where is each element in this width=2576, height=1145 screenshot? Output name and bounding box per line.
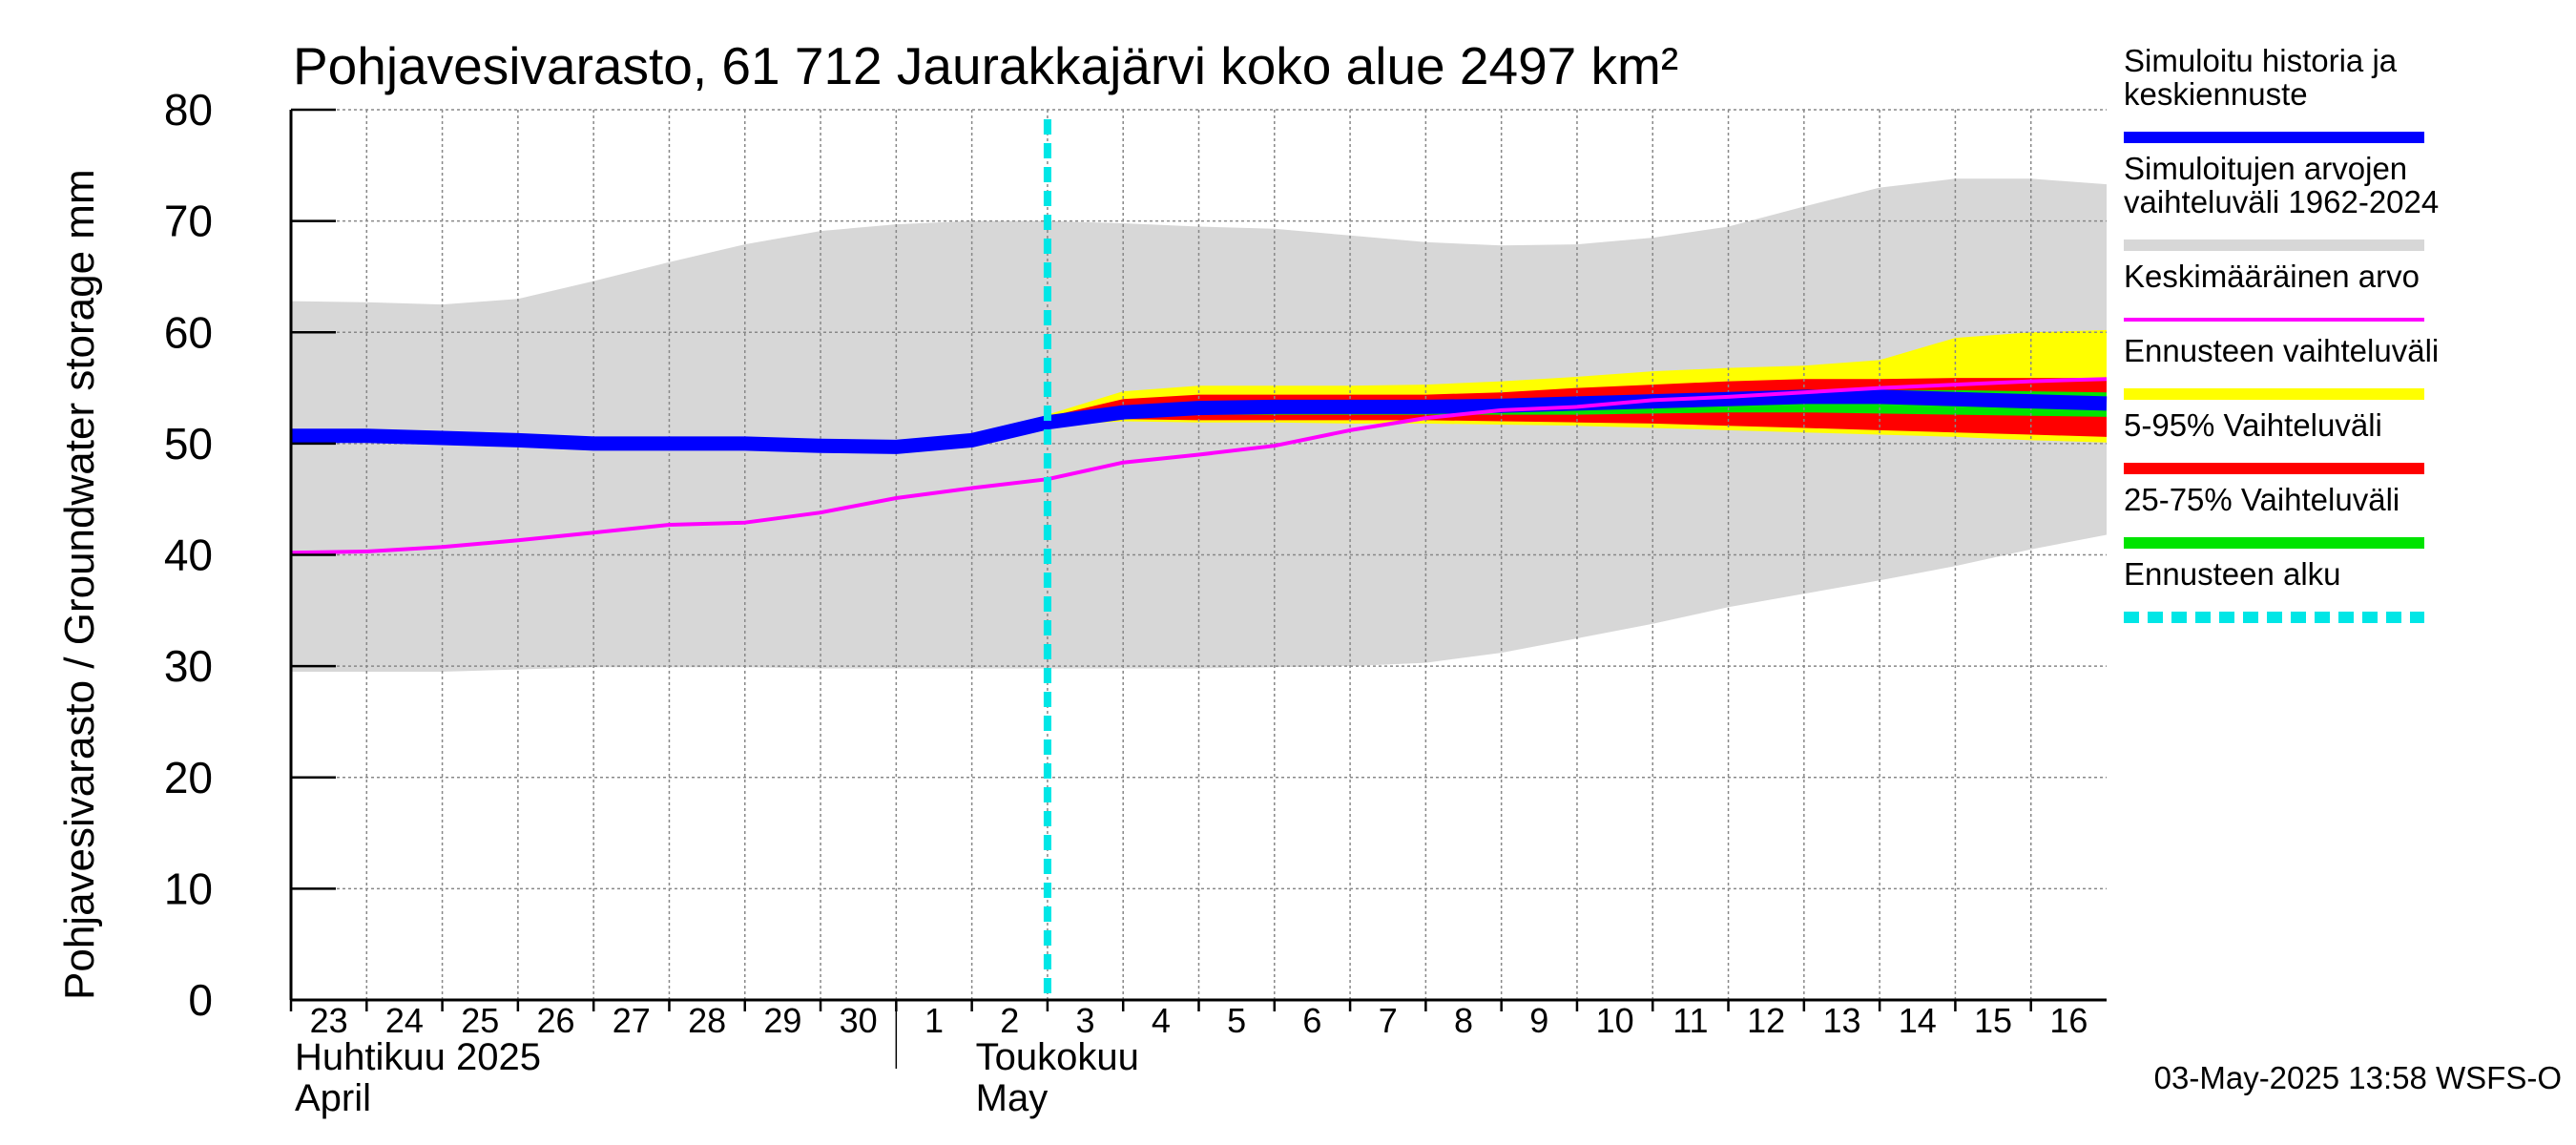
x-tick-label-25: 25	[461, 1001, 499, 1040]
legend-label-0-0: Simuloitu historia ja	[2124, 43, 2398, 78]
x-tick-label-30: 30	[840, 1001, 878, 1040]
x-tick-label-27: 27	[613, 1001, 651, 1040]
timestamp-label: 03-May-2025 13:58 WSFS-O	[2154, 1060, 2562, 1095]
legend-label-4-0: 5-95% Vaihteluväli	[2124, 407, 2382, 443]
y-tick-label-20: 20	[164, 753, 213, 802]
x-tick-label-10: 10	[1596, 1001, 1634, 1040]
month-label-april: Huhtikuu 2025	[295, 1036, 541, 1078]
y-tick-label-0: 0	[188, 975, 213, 1025]
y-tick-label-10: 10	[164, 864, 213, 913]
x-tick-label-29: 29	[763, 1001, 801, 1040]
x-tick-label-5: 5	[1227, 1001, 1246, 1040]
month-label-en-may: May	[976, 1077, 1049, 1119]
grid-lines	[291, 109, 2107, 1000]
x-tick-label-12: 12	[1747, 1001, 1785, 1040]
y-tick-label-30: 30	[164, 641, 213, 691]
y-tick-label-50: 50	[164, 419, 213, 468]
legend-label-3-0: Ennusteen vaihteluväli	[2124, 333, 2439, 368]
x-tick-label-11: 11	[1672, 1001, 1708, 1040]
x-tick-label-28: 28	[688, 1001, 726, 1040]
chart-title: Pohjavesivarasto, 61 712 Jaurakkajärvi k…	[293, 36, 1678, 95]
legend-label-2-0: Keskimääräinen arvo	[2124, 259, 2420, 294]
legend-label-1-0: Simuloitujen arvojen	[2124, 151, 2407, 186]
x-tick-label-4: 4	[1152, 1001, 1171, 1040]
x-tick-label-14: 14	[1899, 1001, 1937, 1040]
x-axis: 23 24 25 26 27 28 29 30 1 2 3 4 5 6 7 8 9 10 11 12 13 14 15 16H…	[289, 1000, 2088, 1119]
legend-label-1-1: vaihteluväli 1962-2024	[2124, 184, 2439, 219]
y-axis-label: Pohjavesivarasto / Groundwater storage m…	[56, 169, 103, 1000]
x-tick-label-13: 13	[1822, 1001, 1860, 1040]
x-tick-label-16: 16	[2049, 1001, 2088, 1040]
y-tick-label-40: 40	[164, 531, 213, 580]
legend-label-5-0: 25-75% Vaihteluväli	[2124, 482, 2399, 517]
x-tick-label-3: 3	[1076, 1001, 1095, 1040]
x-tick-label-6: 6	[1302, 1001, 1321, 1040]
month-label-en-april: April	[295, 1077, 371, 1119]
series-lines	[290, 119, 2108, 1000]
legend-label-0-1: keskiennuste	[2124, 76, 2308, 112]
x-tick-label-1: 1	[924, 1001, 944, 1040]
series-line-mean	[290, 377, 2108, 555]
x-tick-label-7: 7	[1379, 1001, 1398, 1040]
y-tick-label-80: 80	[164, 85, 213, 135]
x-tick-label-23: 23	[310, 1001, 348, 1040]
x-tick-label-15: 15	[1974, 1001, 2012, 1040]
series-line-simulated	[291, 389, 2108, 454]
x-tick-label-24: 24	[385, 1001, 424, 1040]
y-tick-label-70: 70	[164, 197, 213, 246]
legend-label-6-0: Ennusteen alku	[2124, 556, 2341, 592]
x-tick-label-2: 2	[1000, 1001, 1019, 1040]
month-label-may: Toukokuu	[976, 1036, 1139, 1078]
x-tick-label-26: 26	[536, 1001, 574, 1040]
x-tick-label-9: 9	[1529, 1001, 1548, 1040]
x-tick-label-8: 8	[1454, 1001, 1473, 1040]
y-tick-label-60: 60	[164, 307, 213, 357]
y-axis: 0 10 20 30 40 50 60 70 80	[164, 85, 336, 1025]
